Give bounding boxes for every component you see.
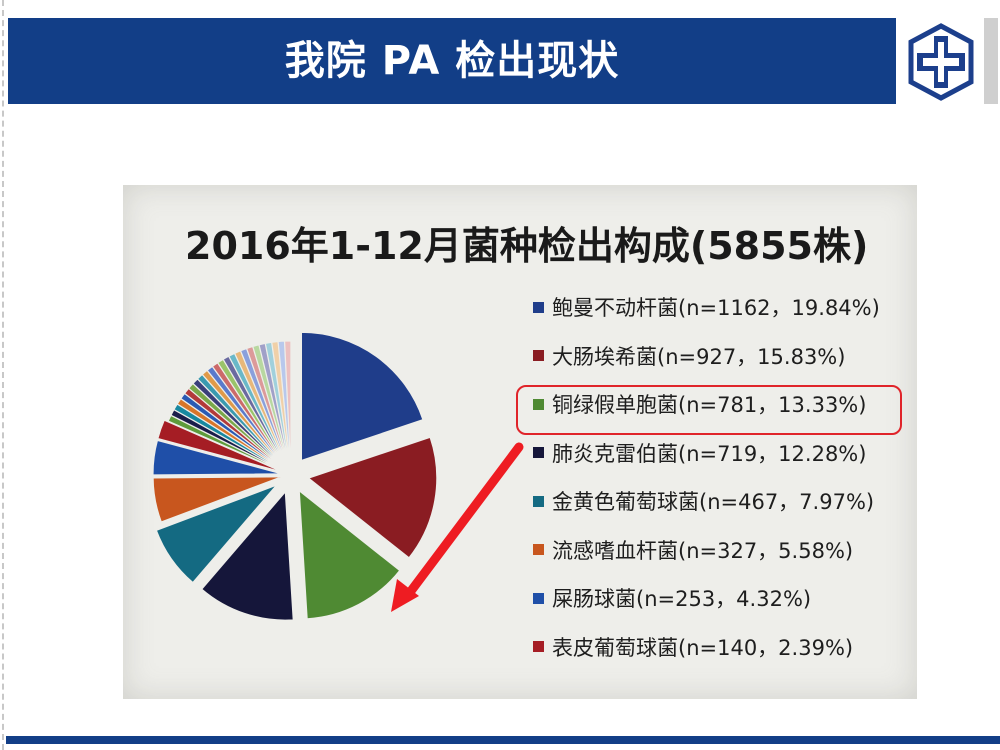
legend-swatch — [533, 495, 544, 507]
pie-slice-5 — [155, 484, 277, 584]
legend-label: 屎肠球菌(n=253，4.32%) — [552, 587, 812, 611]
legend-item: 金黄色葡萄球菌(n=467，7.97%) — [533, 487, 913, 536]
cross-emblem-icon — [908, 23, 974, 101]
legend-swatch — [533, 544, 544, 555]
legend-item: 鲍曼不动杆菌(n=1162，19.84%) — [533, 293, 913, 342]
chart-title: 2016年1-12月菌种检出构成(5855株) — [185, 224, 869, 268]
legend-item: 肺炎克雷伯菌(n=719，12.28%) — [533, 439, 913, 488]
pie-slice-1 — [301, 331, 424, 462]
legend-label: 鲍曼不动杆菌(n=1162，19.84%) — [552, 296, 880, 320]
slide-footer-bar — [6, 736, 1000, 744]
legend-label: 大肠埃希菌(n=927，15.83%) — [552, 344, 846, 369]
legend-label: 肺炎克雷伯菌(n=719，12.28%) — [552, 441, 867, 466]
pie-slice-4 — [201, 490, 294, 621]
pie-slice-8 — [157, 419, 282, 473]
pie-slice-6 — [152, 476, 282, 523]
pie-slice-3 — [298, 489, 401, 620]
highlight-box — [516, 385, 902, 435]
chart-photo: 2016年1-12月菌种检出构成(5855株) 鲍曼不动杆菌(n=1162，19… — [123, 185, 917, 699]
legend-item: 屎肠球菌(n=253，4.32%) — [533, 584, 913, 633]
legend-item: 流感嗜血杆菌(n=327，5.58%) — [533, 536, 913, 585]
legend-label: 铜绿假单胞菌(n=781，13.33%) — [552, 393, 867, 417]
slide-left-border — [2, 0, 4, 750]
header-side-strip — [984, 18, 998, 104]
legend-swatch — [533, 398, 544, 410]
slide-title: 我院 PA 检出现状 — [284, 38, 620, 84]
chart-legend: 鲍曼不动杆菌(n=1162，19.84%) 大肠埃希菌(n=927，15.83%)… — [533, 293, 913, 681]
legend-label: 金黄色葡萄球菌(n=467，7.97%) — [552, 490, 875, 514]
legend-item: 大肠埃希菌(n=927，15.83%) — [533, 342, 913, 391]
legend-label: 表皮葡萄球菌(n=140，2.39%) — [552, 635, 854, 660]
legend-swatch — [533, 592, 544, 604]
pie-slice-7 — [152, 439, 282, 476]
pie-slice-other-24 — [284, 340, 292, 470]
legend-label: 流感嗜血杆菌(n=327，5.58%) — [552, 538, 854, 563]
legend-swatch — [533, 447, 544, 458]
pie-chart — [152, 331, 438, 621]
legend-swatch — [533, 301, 544, 313]
legend-item: 表皮葡萄球菌(n=140，2.39%) — [533, 633, 913, 682]
slide-header: 我院 PA 检出现状 — [8, 18, 896, 104]
legend-swatch — [533, 641, 544, 652]
legend-swatch — [533, 350, 544, 361]
legend-item: 铜绿假单胞菌(n=781，13.33%) — [533, 390, 913, 439]
